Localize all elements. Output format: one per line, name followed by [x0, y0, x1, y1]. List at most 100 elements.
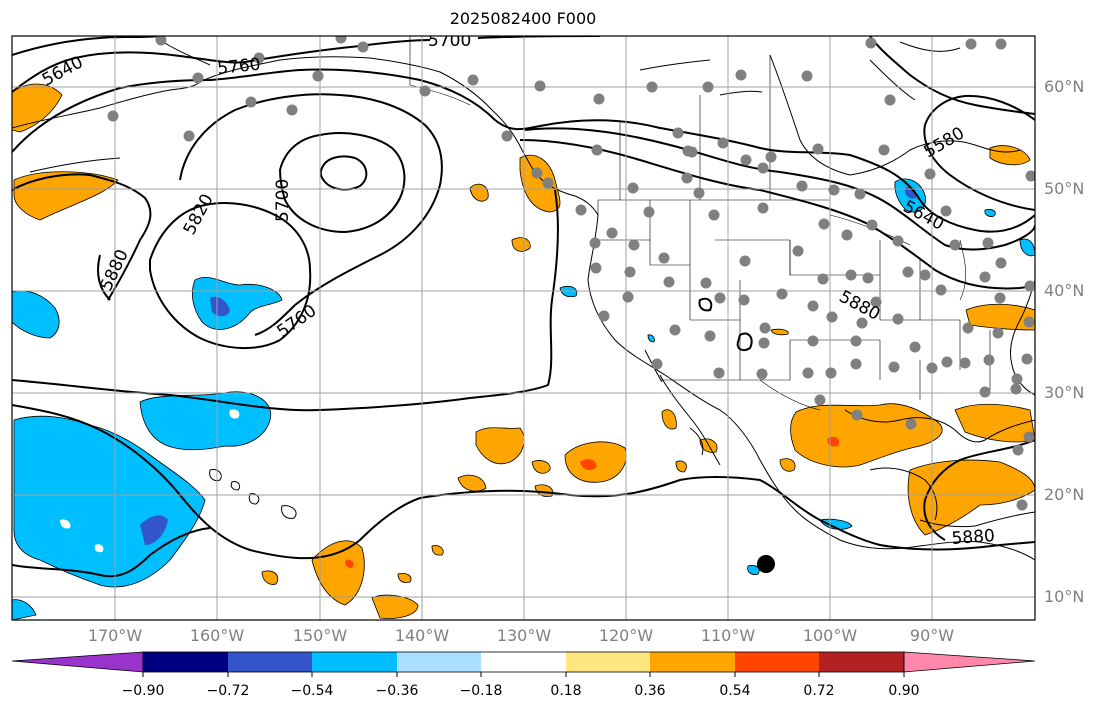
station-marker — [850, 335, 862, 347]
latitude-label: 50°N — [1044, 179, 1085, 198]
station-marker — [919, 269, 931, 281]
station-marker — [735, 69, 747, 81]
station-marker — [1021, 353, 1033, 365]
positive-anomaly-shading — [12, 83, 1035, 619]
station-marker — [825, 367, 837, 379]
station-marker — [1011, 373, 1023, 385]
station-marker — [959, 357, 971, 369]
station-marker — [888, 361, 900, 373]
colorbar-segment — [481, 652, 566, 672]
station-marker — [501, 130, 513, 142]
station-marker — [312, 70, 324, 82]
station-marker — [591, 144, 603, 156]
station-marker — [1010, 383, 1022, 395]
station-marker — [192, 72, 204, 84]
station-marker — [826, 311, 838, 323]
station-marker — [335, 36, 347, 44]
station-marker — [757, 202, 769, 214]
station-marker — [740, 154, 752, 166]
station-marker — [107, 110, 119, 122]
station-marker — [962, 322, 974, 334]
station-marker — [902, 266, 914, 278]
station-marker — [814, 394, 826, 406]
station-marker — [828, 184, 840, 196]
station-marker — [995, 257, 1007, 269]
station-marker — [286, 104, 298, 116]
station-marker — [935, 284, 947, 296]
station-marker — [700, 277, 712, 289]
map-title: 2025082400 F000 — [449, 9, 597, 28]
station-marker — [982, 237, 994, 249]
latitude-label: 20°N — [1044, 485, 1085, 504]
station-marker — [357, 41, 369, 53]
contour-label: 5640 — [39, 52, 87, 90]
contour-label: 5760 — [273, 301, 320, 342]
station-marker — [534, 80, 546, 92]
colorbar — [11, 651, 1036, 677]
station-marker — [995, 38, 1007, 50]
colorbar-tick-label: −0.18 — [459, 683, 503, 699]
station-marker — [905, 418, 917, 430]
station-marker — [593, 93, 605, 105]
longitude-label: 130°W — [496, 626, 552, 645]
station-marker — [992, 327, 1004, 339]
station-marker — [627, 182, 639, 194]
colorbar-segment — [819, 652, 904, 672]
colorbar-tick-label: 0.90 — [888, 683, 920, 699]
station-marker — [801, 70, 813, 82]
colorbar-over-extension — [903, 651, 1036, 673]
latitude-label: 60°N — [1044, 77, 1085, 96]
station-marker — [850, 358, 862, 370]
station-marker — [776, 288, 788, 300]
weak-negative-anomaly-shading — [60, 409, 240, 553]
colorbar-segment — [143, 652, 228, 672]
longitude-label: 170°W — [87, 626, 143, 645]
contour-label: 5880 — [96, 246, 132, 294]
station-marker — [759, 322, 771, 334]
station-marker — [884, 94, 896, 106]
station-marker — [686, 146, 698, 158]
station-marker — [765, 151, 777, 163]
station-marker — [802, 367, 814, 379]
contour-labels: 5640 5760 5700 5700 5820 5880 5760 5580 … — [39, 36, 996, 549]
colorbar-segment — [312, 652, 397, 672]
station-marker — [658, 252, 670, 264]
station-marker — [812, 143, 824, 155]
station-marker — [467, 74, 479, 86]
colorbar-segment — [228, 652, 312, 672]
station-marker — [892, 235, 904, 247]
map-frame — [11, 35, 1036, 621]
station-marker — [624, 266, 636, 278]
station-marker — [589, 237, 601, 249]
station-marker — [739, 255, 751, 267]
station-marker — [862, 272, 874, 284]
colorbar-tick-label: −0.54 — [290, 683, 334, 699]
station-marker — [590, 262, 602, 274]
station-markers — [107, 36, 1035, 511]
station-marker — [628, 239, 640, 251]
colorbar-segment — [566, 652, 650, 672]
station-marker — [643, 206, 655, 218]
station-marker — [693, 187, 705, 199]
storm-center-marker — [757, 555, 775, 573]
station-marker — [1025, 170, 1035, 182]
station-marker — [854, 188, 866, 200]
station-marker — [892, 313, 904, 325]
station-marker — [1024, 280, 1035, 292]
station-marker — [606, 227, 618, 239]
station-marker — [646, 81, 658, 93]
station-marker — [663, 276, 675, 288]
colorbar-tick-label: 0.36 — [634, 683, 666, 699]
longitude-label: 90°W — [909, 626, 955, 645]
station-marker — [807, 300, 819, 312]
station-marker — [758, 337, 770, 349]
colorbar-segment — [650, 652, 735, 672]
station-marker — [702, 81, 714, 93]
station-marker — [757, 162, 769, 174]
station-marker — [909, 341, 921, 353]
station-marker — [681, 172, 693, 184]
colorbar-tick-label: 0.18 — [550, 683, 582, 699]
station-marker — [1023, 431, 1035, 443]
station-marker — [926, 362, 938, 374]
